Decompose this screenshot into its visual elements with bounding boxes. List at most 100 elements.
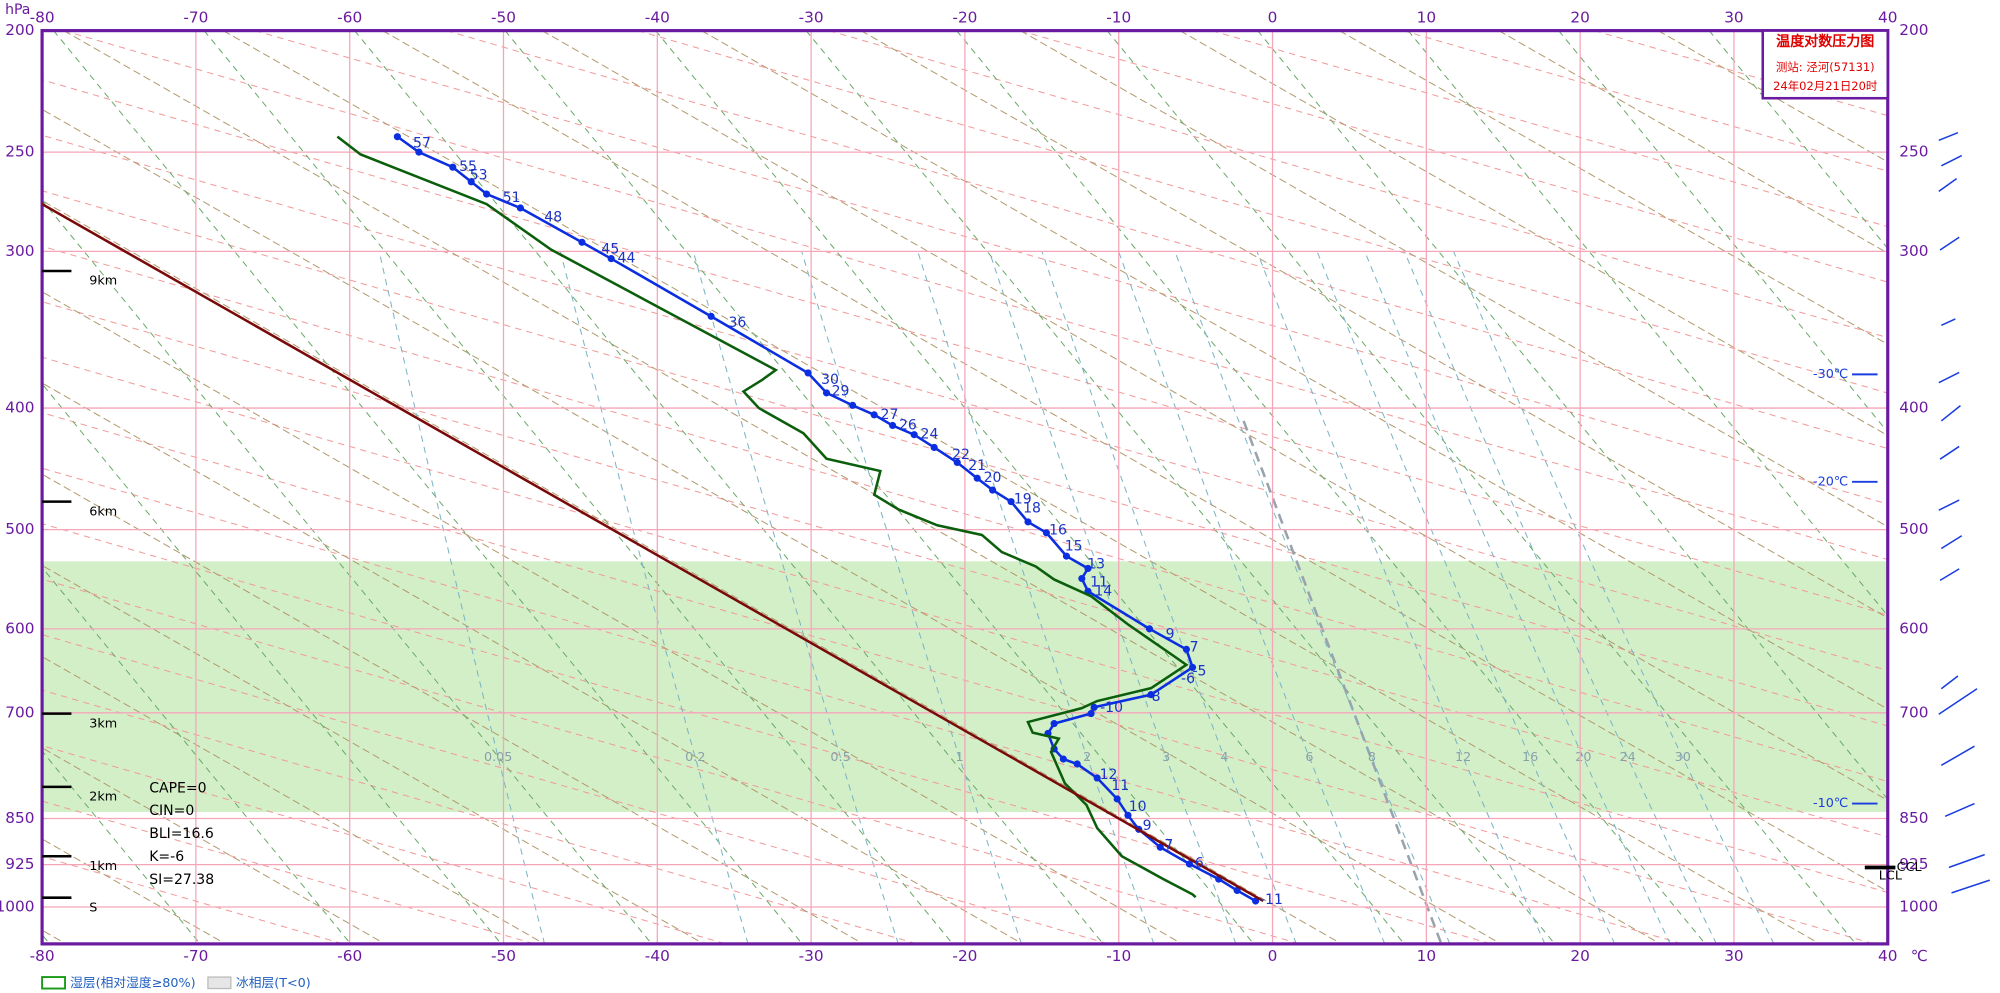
background-line — [42, 383, 502, 944]
mixing-ratio-line — [378, 251, 546, 944]
background-line — [42, 747, 386, 944]
height-label: 3km — [89, 716, 117, 731]
profile-point — [1156, 843, 1164, 851]
legend-label: 湿层(相对湿度≥80%) — [70, 975, 195, 991]
mixing-ratio-label: 8 — [1368, 750, 1376, 765]
background-line — [1558, 30, 1888, 433]
profile-point — [516, 204, 524, 212]
background-line — [655, 30, 1405, 944]
mixing-ratio-label: 2 — [1083, 750, 1091, 765]
time: 24年02月21日20时 — [1773, 79, 1878, 93]
background-line — [1708, 30, 1888, 250]
profile-point — [1182, 645, 1190, 653]
mixing-ratio-line — [917, 251, 1155, 944]
mixing-ratio-line — [559, 251, 749, 944]
y-tick-label: 700 — [1899, 703, 1928, 721]
profile-point — [1050, 720, 1058, 728]
profile-point — [1073, 760, 1081, 768]
curve-label: 6 — [1195, 855, 1204, 871]
curve-label: 12 — [1100, 767, 1118, 783]
mixing-ratio-label: 0.5 — [830, 750, 850, 765]
mixing-ratio-line — [1453, 251, 1775, 944]
background-line — [42, 412, 1874, 944]
curve-label: 16 — [1049, 523, 1067, 539]
wind-barbs — [1938, 131, 1991, 894]
background-line — [203, 30, 954, 944]
profile-point — [1059, 755, 1067, 763]
mixing-ratio-label: 20 — [1575, 750, 1591, 765]
x-tick-label: 20 — [1570, 947, 1589, 965]
plot-foreground: -80-80-70-70-60-60-50-50-40-40-30-30-20-… — [0, 8, 1938, 965]
x-tick-label: -20 — [952, 947, 977, 965]
mixing-ratio-label: 12 — [1455, 750, 1471, 765]
mixing-ratio-line — [1364, 251, 1671, 944]
background-line — [42, 382, 1023, 944]
profile-line — [336, 135, 1197, 899]
profile-point — [804, 369, 812, 377]
background-line — [42, 689, 918, 944]
curve-label: 18 — [1023, 500, 1041, 516]
height-label: 6km — [89, 504, 117, 519]
background-line — [42, 199, 653, 944]
curve-label: 11 — [1090, 574, 1108, 590]
background-line — [42, 745, 726, 944]
x-tick-label: -80 — [30, 8, 55, 26]
profile-point — [1062, 552, 1071, 560]
curve-label: 19 — [1014, 491, 1032, 507]
profile-point — [1090, 703, 1098, 711]
profile-point — [415, 148, 423, 156]
x-tick-label: -30 — [799, 8, 824, 26]
curve-label: 36 — [728, 315, 746, 331]
x-tick-label: 0 — [1268, 947, 1278, 965]
legend-swatch — [207, 976, 232, 990]
index-label: CAPE=0 — [149, 780, 206, 796]
profile-point — [1252, 897, 1260, 905]
y-tick-label: 600 — [5, 619, 34, 637]
background-line — [1407, 30, 1888, 617]
x-tick-label: -30 — [799, 947, 824, 965]
profile-point — [849, 401, 857, 409]
mixing-ratio-label: 16 — [1522, 750, 1538, 765]
background-line — [354, 30, 1104, 944]
profile-point — [483, 190, 491, 198]
x-tick-label: 30 — [1724, 947, 1743, 965]
y-tick-label: 250 — [5, 143, 34, 161]
x-tick-label: -60 — [337, 947, 362, 965]
mixing-ratio-label: 1 — [955, 750, 963, 765]
profile-point — [1078, 574, 1086, 583]
y-tick-label: 1000 — [1899, 898, 1938, 916]
curve-label: 51 — [503, 190, 521, 206]
profile-point — [1087, 710, 1095, 718]
curve-label: 11 — [1111, 778, 1129, 794]
profile-point — [930, 443, 938, 452]
title-box — [1761, 29, 1890, 100]
background-line — [1242, 420, 1443, 944]
profile-point — [889, 421, 897, 430]
y-unit: hPa — [5, 2, 30, 18]
plot-frame — [40, 29, 1890, 946]
legend-swatch — [41, 976, 67, 990]
y-tick-label: 600 — [1899, 619, 1928, 637]
x-tick-label: -50 — [491, 8, 516, 26]
level-label: -30℃ — [1813, 367, 1848, 382]
profile-point — [1113, 795, 1121, 803]
y-tick-label: 925 — [5, 855, 34, 873]
series-group — [42, 133, 1264, 905]
x-tick-label: -60 — [337, 8, 362, 26]
curve-label: 15 — [1065, 539, 1083, 555]
background-line — [805, 30, 1556, 944]
curve-label: 21 — [968, 458, 986, 474]
profile-line — [396, 135, 1257, 903]
curve-label: 26 — [899, 417, 917, 433]
y-tick-label: 1000 — [0, 898, 34, 916]
curve-label: 30 — [821, 372, 839, 388]
mixing-ratio-line — [801, 251, 1023, 944]
profile-point — [1024, 518, 1032, 526]
x-tick-label: 20 — [1570, 8, 1589, 26]
y-tick-label: 400 — [5, 399, 34, 417]
background-line — [42, 108, 1502, 944]
background-line — [42, 200, 1342, 944]
background-line — [42, 291, 1183, 944]
curve-label: 45 — [601, 242, 619, 258]
